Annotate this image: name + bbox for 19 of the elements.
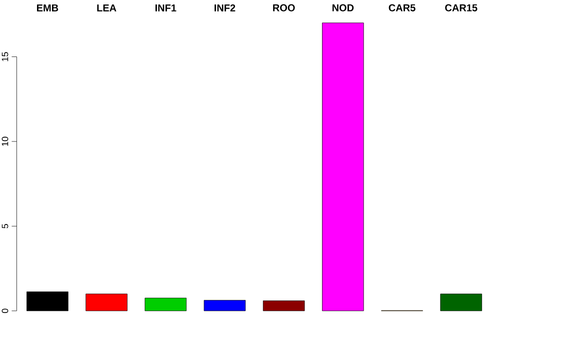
y-tick-label: 5: [2, 224, 8, 228]
bar: [440, 294, 482, 312]
x-tick-label: LEA: [97, 4, 116, 12]
bar: [144, 298, 187, 312]
bar: [322, 22, 364, 312]
x-tick-label: EMB: [37, 4, 58, 12]
x-tick-label: NOD: [332, 4, 354, 12]
x-tick-label: CAR15: [445, 4, 478, 12]
y-tick-label: 10: [2, 136, 8, 146]
x-tick-label: CAR5: [388, 4, 416, 12]
x-tick-label: INF2: [214, 4, 236, 12]
bar: [26, 292, 68, 312]
bar: [262, 300, 305, 312]
y-tick-label: 0: [2, 308, 8, 314]
x-tick-label: INF1: [155, 4, 176, 12]
x-tick-label: ROO: [273, 4, 295, 12]
bar: [86, 294, 128, 312]
y-tick-label: 15: [2, 52, 8, 62]
bar: [204, 300, 246, 312]
